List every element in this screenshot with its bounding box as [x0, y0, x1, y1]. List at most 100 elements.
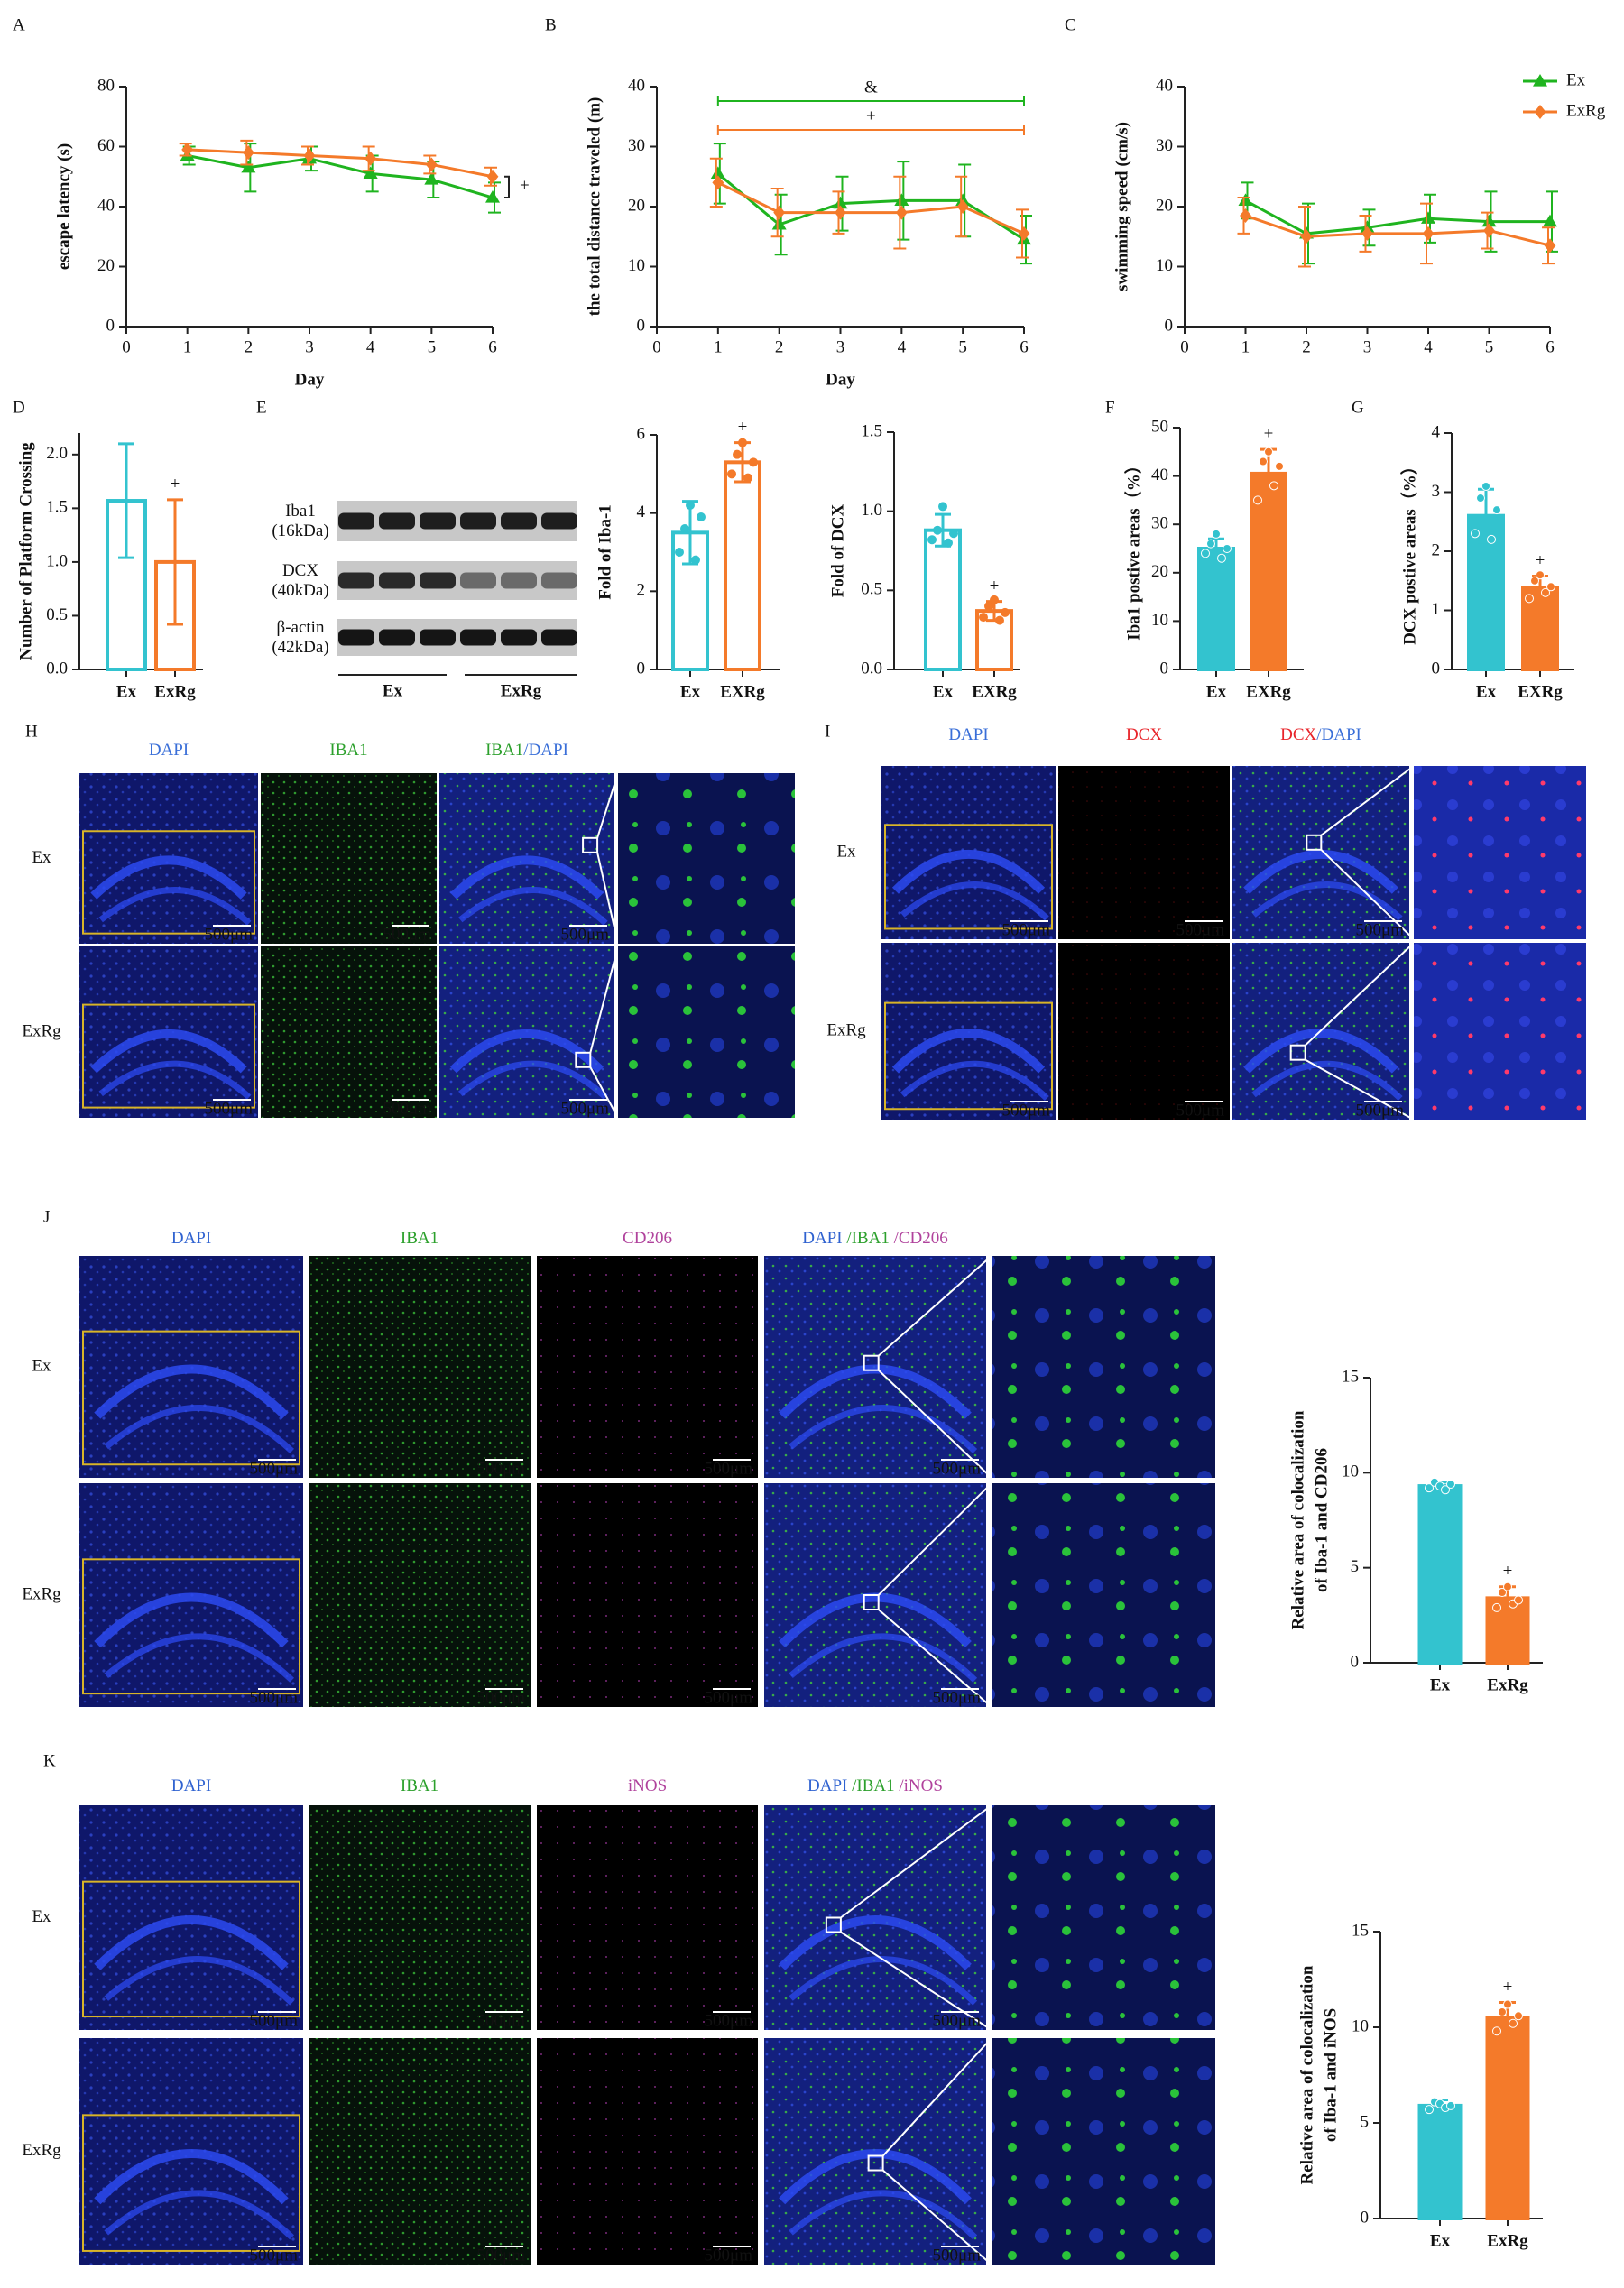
- error-bar: [167, 498, 183, 626]
- x-tick-label: 5: [958, 337, 967, 356]
- data-point: [995, 615, 1004, 625]
- bracket: [504, 175, 510, 199]
- tissue-band: [104, 1956, 295, 2006]
- y-tick-label: 0: [637, 316, 646, 335]
- micrograph: [992, 1256, 1215, 1478]
- zoom-line: [589, 946, 619, 1119]
- blot-band: [460, 572, 496, 589]
- x-tick-label: Ex: [116, 682, 137, 701]
- y-tick-label: 0: [1160, 659, 1169, 678]
- y-tick-label: 0: [1165, 316, 1174, 335]
- y-tick-label: 30: [628, 136, 645, 155]
- y-axis-label: swimming speed (cm/s): [1112, 122, 1131, 291]
- data-point: [1206, 539, 1215, 549]
- x-tick-label: ExRg: [154, 682, 196, 701]
- roi-box: [82, 1880, 300, 2018]
- panel-label: I: [825, 722, 830, 741]
- y-tick-label: 10: [1156, 256, 1173, 275]
- zoom-line: [881, 2037, 992, 2265]
- tissue-band: [98, 1060, 252, 1100]
- y-tick-label: 10: [1342, 1462, 1359, 1481]
- scale-label: 500μm: [250, 2011, 299, 2030]
- column-header-part: IBA1: [401, 1229, 438, 1248]
- data-point: [1541, 587, 1550, 597]
- y-tick-label: 3: [1432, 482, 1441, 501]
- y-tick-label: 1.0: [861, 501, 882, 520]
- tissue-band: [450, 1029, 604, 1074]
- roi-box: [82, 1330, 300, 1466]
- blot-band: [338, 512, 374, 530]
- micrograph: [537, 1256, 758, 1478]
- y-axis-label: Relative area of colocalization: [1297, 1965, 1316, 2184]
- x-tick-label: 2: [245, 337, 254, 356]
- blot-band: [541, 629, 577, 646]
- column-header: DCX/DAPI: [1280, 725, 1361, 744]
- column-header: CD206: [623, 1229, 672, 1248]
- annotation: +: [1503, 1978, 1513, 1997]
- y-tick-label: 0.5: [46, 605, 68, 624]
- blot-band: [501, 629, 537, 646]
- data-point: [1514, 2011, 1523, 2021]
- y-tick-label: 20: [97, 256, 115, 275]
- y-tick-label: 40: [1151, 466, 1168, 484]
- tissue-band: [789, 2190, 978, 2240]
- bar: [1417, 1484, 1463, 1665]
- panel-label: B: [545, 15, 557, 34]
- micrograph: [618, 773, 795, 944]
- data-point: [1446, 1479, 1455, 1489]
- y-tick-label: 0: [1432, 659, 1441, 678]
- row-label: ExRg: [826, 1020, 866, 1039]
- annotation: +: [1536, 551, 1546, 570]
- marker: [425, 157, 438, 172]
- x-tick-label: Ex: [1476, 682, 1497, 701]
- micrograph: [537, 1483, 758, 1707]
- x-tick-label: Ex: [1430, 2231, 1451, 2250]
- x-tick-label: 2: [775, 337, 784, 356]
- annotation: +: [738, 418, 748, 437]
- column-header-part: DAPI: [149, 741, 189, 760]
- data-point: [738, 438, 747, 447]
- scale-label: 500μm: [477, 2246, 526, 2265]
- blot-band: [501, 512, 537, 530]
- x-tick-label: 3: [305, 337, 314, 356]
- y-tick-label: 15: [1342, 1367, 1359, 1386]
- scale-label: 500μm: [705, 1688, 753, 1707]
- y-tick-label: 50: [1151, 417, 1168, 436]
- y-tick-label: 60: [97, 136, 115, 155]
- data-point: [733, 449, 742, 459]
- scale-label: 500μm: [705, 1459, 753, 1478]
- blot-strip: [337, 619, 577, 656]
- scale-label: 500μm: [561, 1099, 610, 1118]
- data-point: [1264, 447, 1273, 457]
- y-axis-label: Fold of Iba-1: [595, 504, 614, 600]
- y-tick-label: 2: [637, 581, 646, 600]
- y-axis-label: DCX postive areas（%）: [1398, 457, 1419, 645]
- marker: [1361, 226, 1373, 241]
- y-tick-label: 30: [1151, 514, 1168, 533]
- y-tick-label: 40: [628, 76, 645, 95]
- micrograph: [1058, 943, 1230, 1120]
- roi-box: [884, 1001, 1053, 1111]
- data-point: [1492, 2026, 1501, 2036]
- annotation: +: [171, 475, 180, 494]
- bracket: [716, 125, 1025, 135]
- data-point: [1536, 570, 1545, 580]
- zoom-box: [867, 2154, 884, 2172]
- y-tick-label: 0: [1351, 1652, 1360, 1671]
- scale-label: 500μm: [205, 1099, 254, 1118]
- data-point: [1425, 2105, 1434, 2115]
- x-tick-label: EXRg: [720, 682, 765, 701]
- scale-label: 500μm: [477, 1688, 526, 1707]
- series-line: [187, 154, 494, 199]
- blot-band: [501, 572, 537, 589]
- blot-row-label: DCX: [282, 561, 318, 580]
- marker: [771, 217, 787, 230]
- tissue-band: [789, 1405, 978, 1454]
- marker: [835, 205, 846, 220]
- tissue-band: [94, 1592, 289, 1648]
- tissue-band: [891, 850, 1046, 894]
- blot-band: [379, 629, 415, 646]
- tissue-band: [779, 1915, 972, 1970]
- data-point: [743, 473, 752, 483]
- y-tick-label: 4: [637, 503, 646, 521]
